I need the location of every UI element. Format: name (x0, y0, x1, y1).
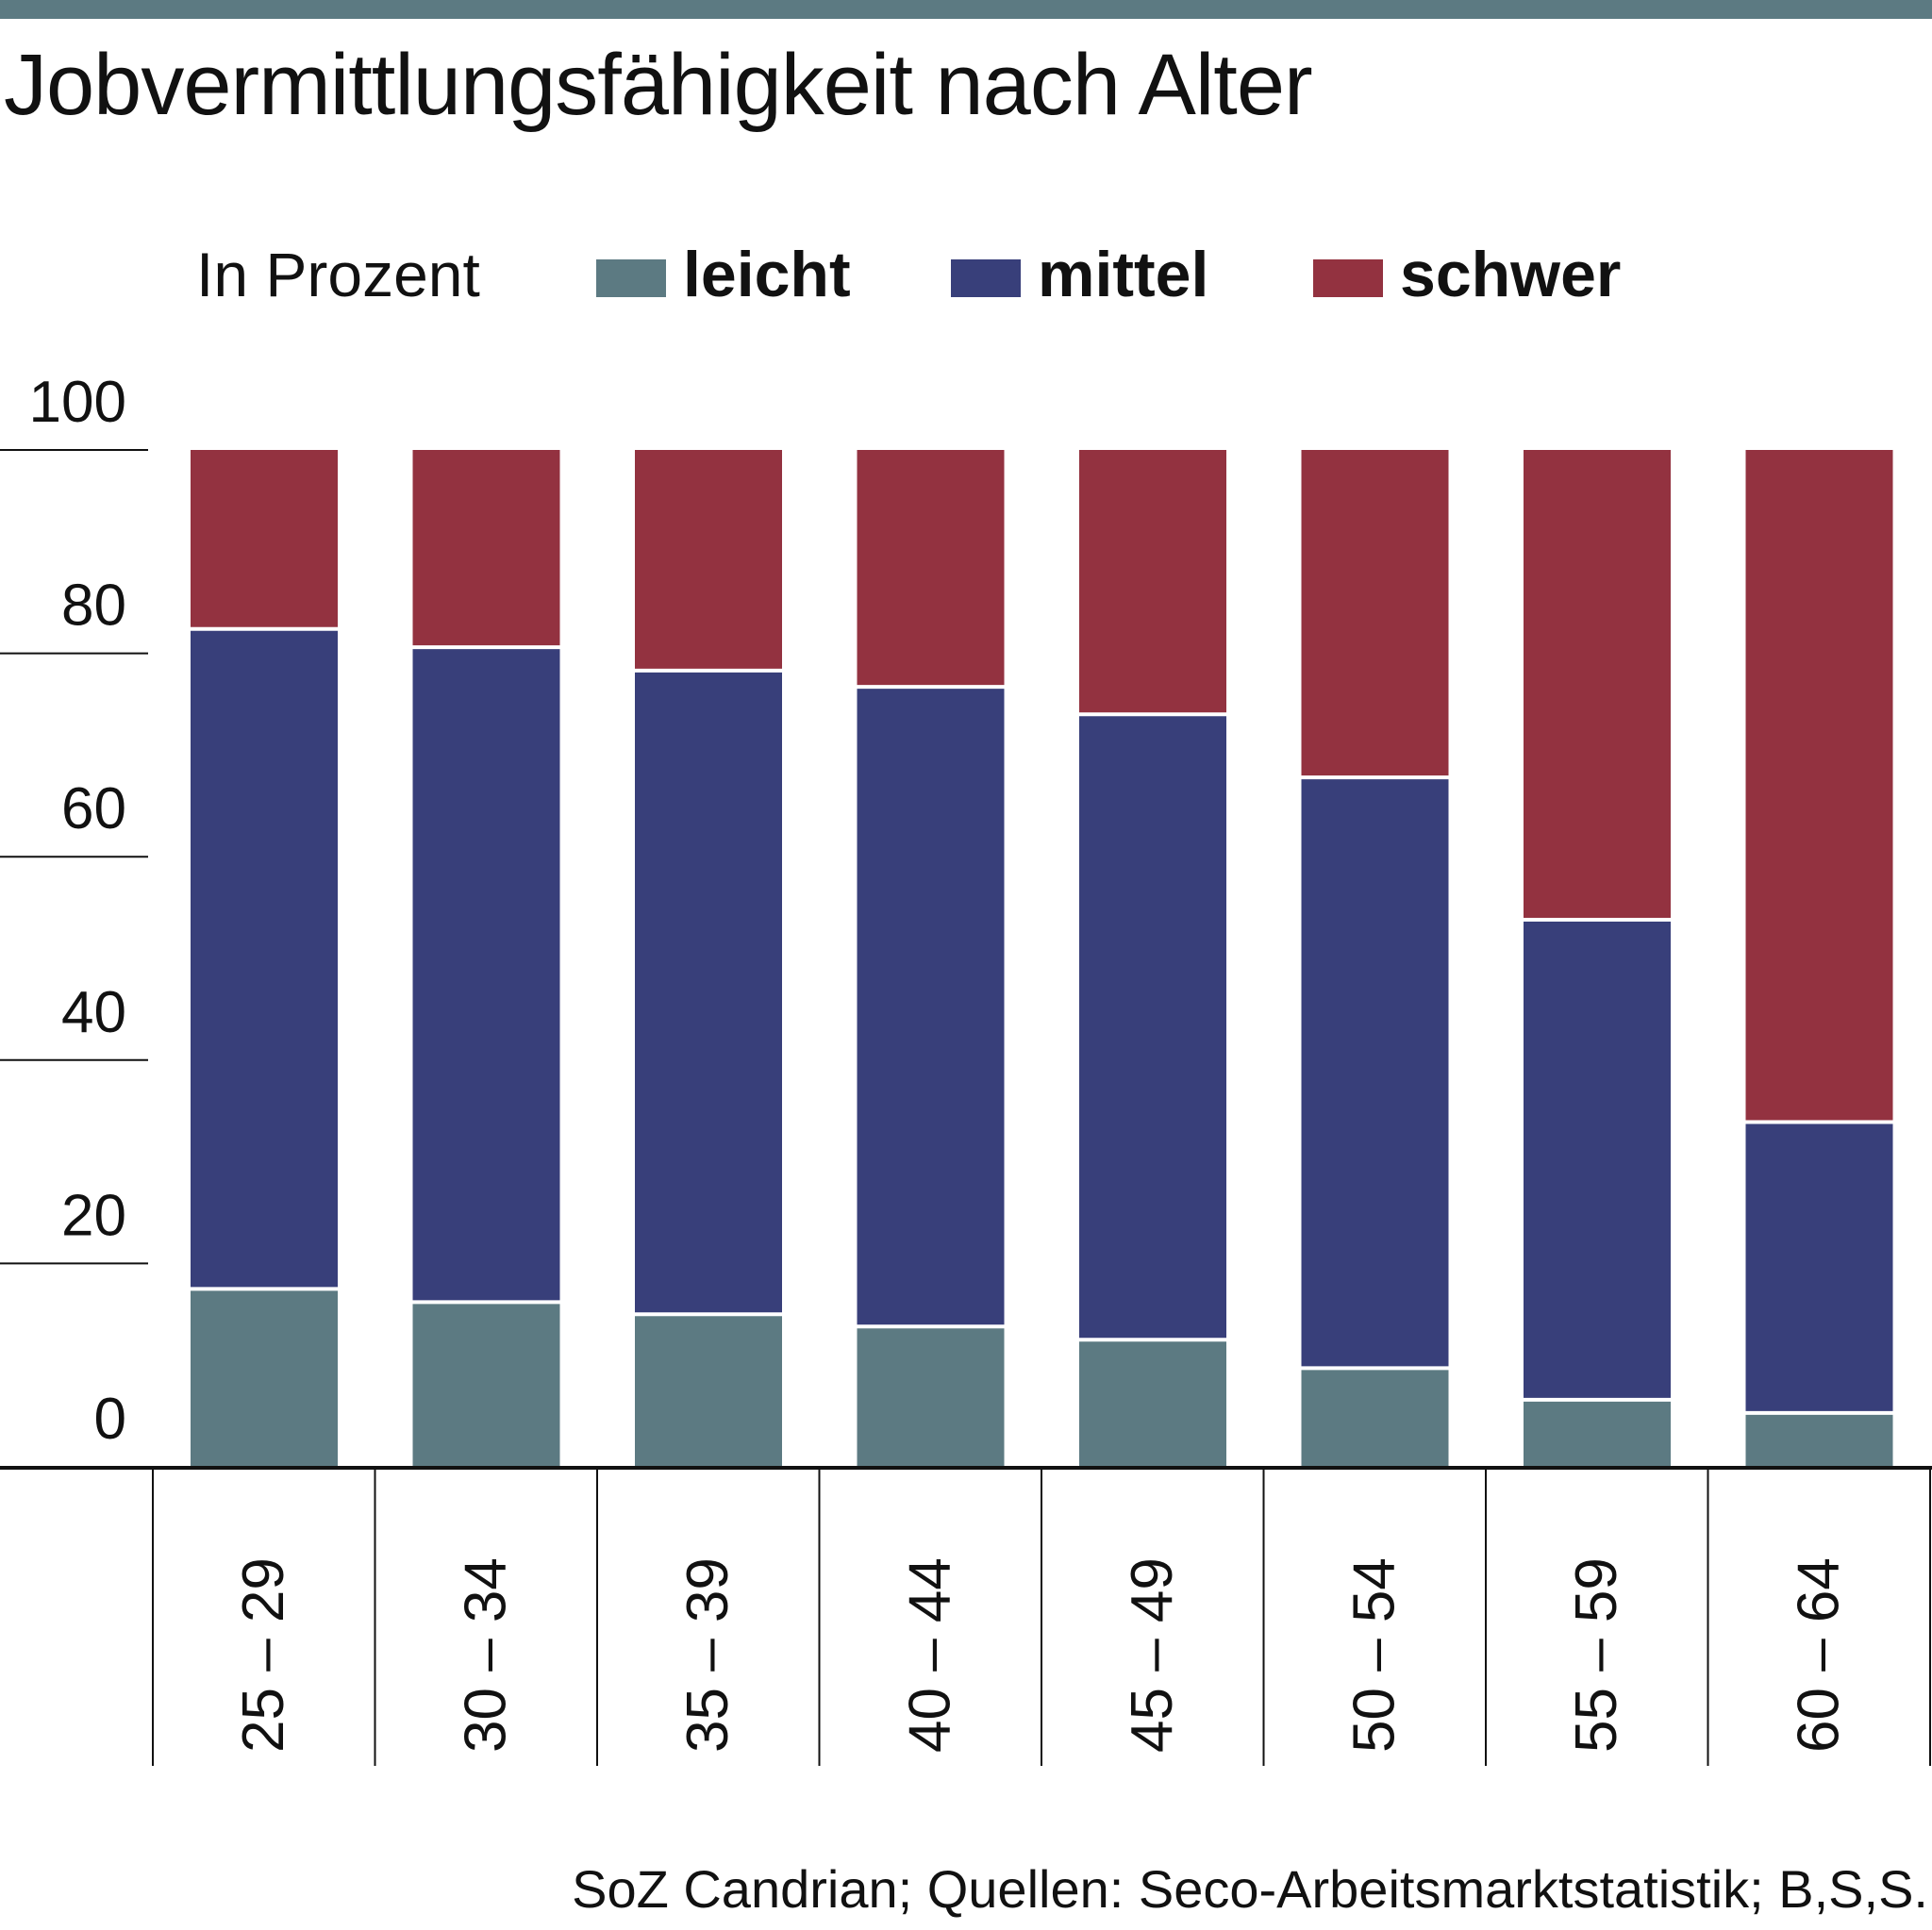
bar-leicht-6 (1301, 1368, 1449, 1467)
bar-schwer-6 (1301, 450, 1449, 778)
x-tick-label-5: 45 – 49 (1120, 1557, 1185, 1753)
bar-leicht-7 (1524, 1399, 1671, 1467)
bar-mittel-1 (191, 628, 338, 1289)
bar-schwer-5 (1079, 450, 1226, 715)
y-tick-label-20: 20 (61, 1183, 126, 1248)
bar-schwer-8 (1745, 450, 1893, 1123)
x-tick-label-2: 30 – 34 (454, 1557, 519, 1753)
source-note: SoZ Candrian; Quellen: Seco-Arbeitsmarkt… (572, 1859, 1928, 1919)
bar-mittel-2 (412, 647, 560, 1303)
bar-leicht-4 (857, 1326, 1005, 1467)
y-axis: 0 20 40 60 80 100 (0, 370, 148, 1452)
y-axis-unit-label: In Prozent (196, 240, 480, 309)
x-axis: 25 – 29 30 – 34 35 – 39 40 – 44 45 – 49 50 – … (0, 1466, 1932, 1766)
y-tick-label-40: 40 (61, 980, 126, 1045)
bar-leicht-5 (1079, 1339, 1226, 1467)
bar-mittel-8 (1745, 1122, 1893, 1413)
x-tick-label-7: 55 – 59 (1564, 1557, 1629, 1753)
bar-mittel-4 (857, 687, 1005, 1327)
y-tick-label-60: 60 (61, 776, 126, 841)
legend-swatch-leicht (596, 259, 666, 297)
bar-schwer-7 (1524, 450, 1671, 921)
bar-mittel-7 (1524, 920, 1671, 1400)
bar-mittel-5 (1079, 714, 1226, 1340)
y-tick-label-0: 0 (94, 1387, 126, 1452)
y-tick-label-80: 80 (61, 574, 126, 639)
bar-leicht-2 (412, 1302, 560, 1467)
x-tick-label-3: 35 – 39 (675, 1557, 741, 1753)
bar-leicht-8 (1745, 1412, 1893, 1467)
x-tick-label-6: 50 – 54 (1342, 1557, 1407, 1753)
bar-mittel-3 (635, 670, 782, 1315)
bar-schwer-3 (635, 450, 782, 671)
y-tick-label-100: 100 (29, 370, 126, 435)
bar-schwer-1 (191, 450, 338, 629)
top-rule (0, 0, 1932, 19)
bar-schwer-2 (412, 450, 560, 648)
legend-label-schwer: schwer (1400, 239, 1621, 310)
x-tick-label-4: 40 – 44 (898, 1557, 963, 1753)
bar-leicht-3 (635, 1314, 782, 1467)
chart-title: Jobvermittlungsfähigkeit nach Alter (4, 37, 1313, 133)
x-tick-label-8: 60 – 64 (1787, 1557, 1852, 1753)
legend-swatch-mittel (951, 259, 1021, 297)
bar-mittel-6 (1301, 777, 1449, 1369)
bar-schwer-4 (857, 450, 1005, 688)
legend-swatch-schwer (1313, 259, 1383, 297)
legend: In Prozent leicht mittel schwer (196, 239, 1621, 310)
bars (191, 450, 1893, 1467)
legend-label-leicht: leicht (683, 239, 851, 310)
bar-leicht-1 (191, 1289, 338, 1467)
x-tick-label-1: 25 – 29 (231, 1557, 296, 1753)
legend-label-mittel: mittel (1038, 239, 1208, 310)
